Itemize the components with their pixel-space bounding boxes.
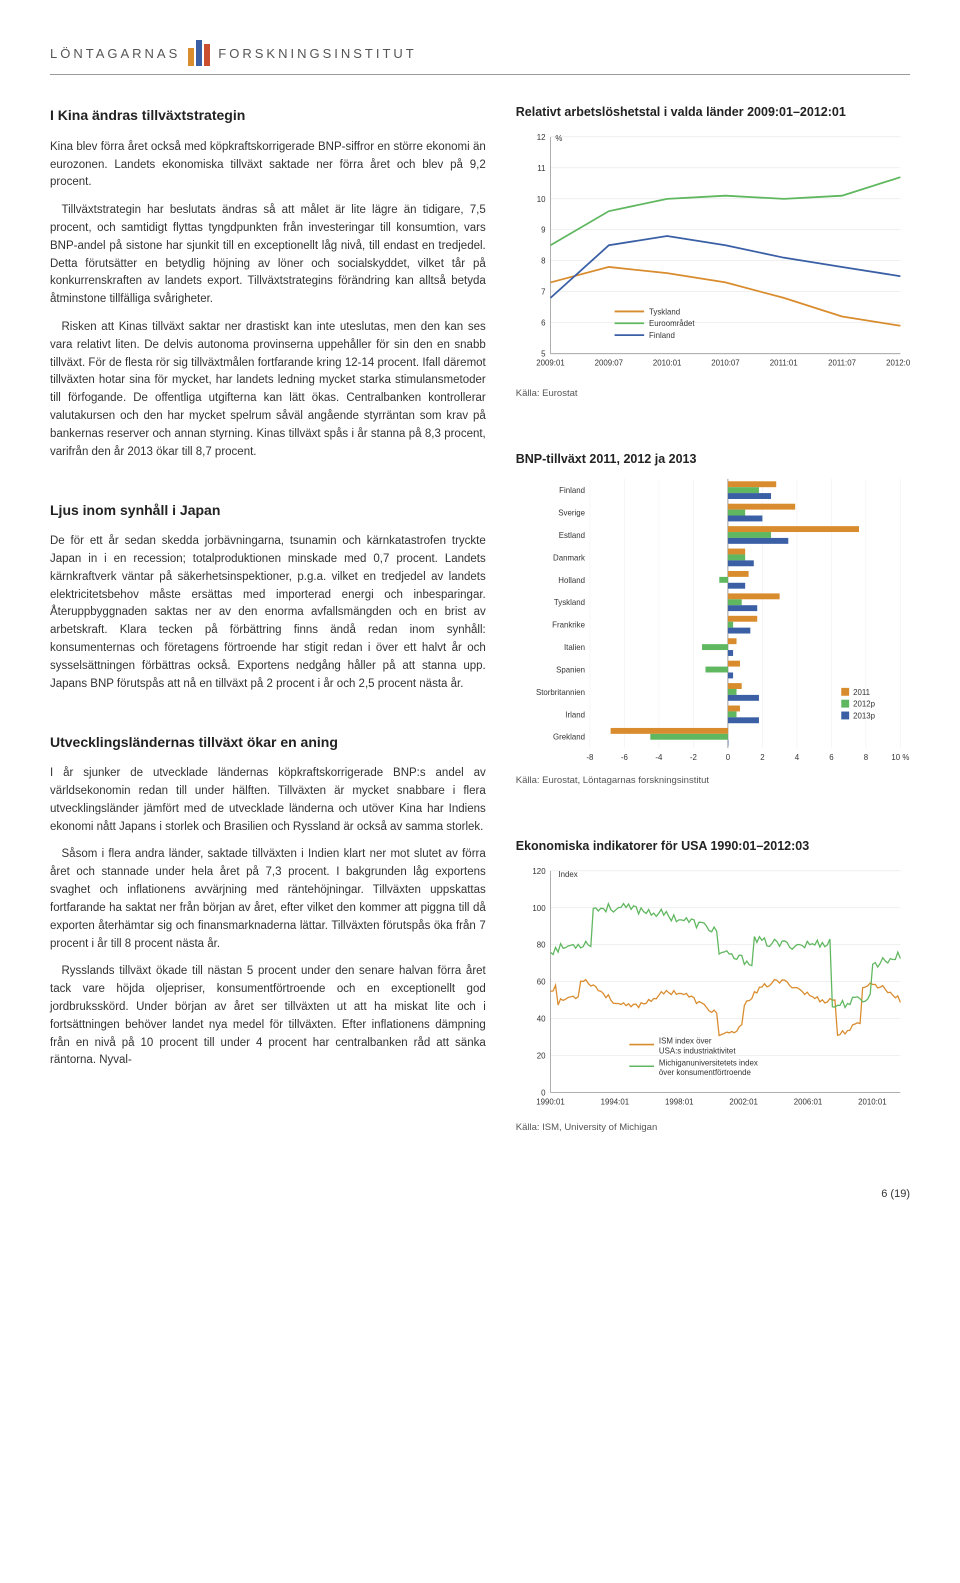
svg-text:2010:07: 2010:07 [711, 359, 739, 368]
svg-text:20: 20 [537, 1052, 546, 1061]
svg-text:Index: Index [558, 870, 577, 879]
svg-text:Holland: Holland [558, 576, 585, 585]
svg-text:2: 2 [760, 753, 764, 762]
svg-text:80: 80 [537, 941, 546, 950]
svg-text:Estland: Estland [558, 531, 584, 540]
chart1-svg: 5 6 7 8 9 10 11 12% 2009:01 2009:07 2010:01 2010:07… [516, 127, 910, 383]
page-header: LÖNTAGARNAS FORSKNINGSINSTITUT [50, 40, 910, 75]
section3-p2: Såsom i flera andra länder, saktade till… [50, 846, 486, 953]
svg-text:1990:01: 1990:01 [536, 1097, 564, 1106]
svg-text:1998:01: 1998:01 [665, 1097, 693, 1106]
chart1-container: Relativt arbetslöshetstal i valda länder… [516, 105, 910, 399]
svg-text:2006:01: 2006:01 [794, 1097, 822, 1106]
svg-text:%: % [555, 134, 562, 143]
chart1-title: Relativt arbetslöshetstal i valda länder… [516, 105, 910, 119]
svg-text:Tyskland: Tyskland [649, 307, 680, 316]
svg-text:-6: -6 [621, 753, 629, 762]
svg-text:Grekland: Grekland [553, 733, 585, 742]
svg-text:över konsumentförtroende: över konsumentförtroende [659, 1068, 752, 1077]
svg-text:2012:01: 2012:01 [886, 359, 910, 368]
svg-text:11: 11 [537, 164, 545, 173]
svg-text:2011:07: 2011:07 [828, 359, 856, 368]
svg-text:2009:07: 2009:07 [594, 359, 622, 368]
svg-text:Finland: Finland [649, 331, 675, 340]
chart3-title: Ekonomiska indikatorer för USA 1990:01–2… [516, 839, 910, 853]
svg-text:Michiganuniversitetets index: Michiganuniversitetets index [659, 1058, 758, 1067]
header-left: LÖNTAGARNAS [50, 46, 180, 61]
chart1-source: Källa: Eurostat [516, 388, 910, 399]
svg-text:10 %: 10 % [891, 753, 909, 762]
svg-text:2013p: 2013p [853, 712, 876, 721]
svg-text:-4: -4 [655, 753, 663, 762]
section3-title: Utvecklingsländernas tillväxt ökar en an… [50, 732, 486, 754]
svg-text:2011: 2011 [853, 688, 870, 697]
section2-title: Ljus inom synhåll i Japan [50, 500, 486, 522]
page-number: 6 (19) [50, 1188, 910, 1200]
svg-text:7: 7 [541, 288, 545, 297]
section1-title: I Kina ändras tillväxtstrategin [50, 105, 486, 127]
svg-text:8: 8 [541, 257, 546, 266]
svg-text:120: 120 [532, 867, 546, 876]
svg-text:4: 4 [794, 753, 799, 762]
svg-text:Tyskland: Tyskland [554, 598, 585, 607]
svg-text:Euroområdet: Euroområdet [649, 319, 695, 328]
chart2-svg: -8 -6 -4 -2 0 2 4 6 8 10 % Finland Sverige Estland Da… [516, 474, 910, 770]
svg-text:100: 100 [532, 904, 546, 913]
section3-p3: Rysslands tillväxt ökade till nästan 5 p… [50, 963, 486, 1070]
svg-text:2009:01: 2009:01 [536, 359, 564, 368]
svg-text:10: 10 [537, 195, 546, 204]
logo-icon [188, 40, 210, 66]
svg-text:40: 40 [537, 1015, 546, 1024]
svg-text:Spanien: Spanien [556, 666, 585, 675]
svg-text:Frankrike: Frankrike [552, 621, 585, 630]
svg-text:Sverige: Sverige [558, 509, 585, 518]
svg-text:2010:01: 2010:01 [858, 1097, 886, 1106]
svg-text:1994:01: 1994:01 [600, 1097, 628, 1106]
chart3-svg: 0 20 40 60 80 100 120 Index 1990:01 1994:01 1998:0… [516, 861, 910, 1117]
chart2-title: BNP-tillväxt 2011, 2012 ja 2013 [516, 452, 910, 466]
svg-text:-8: -8 [586, 753, 594, 762]
svg-text:USA:s industriaktivitet: USA:s industriaktivitet [659, 1046, 736, 1055]
svg-text:6: 6 [829, 753, 834, 762]
svg-text:0: 0 [725, 753, 730, 762]
svg-text:2011:01: 2011:01 [770, 359, 798, 368]
section1-p1: Kina blev förra året också med köpkrafts… [50, 139, 486, 192]
svg-text:60: 60 [537, 978, 546, 987]
svg-text:Danmark: Danmark [553, 554, 585, 563]
section1-p3: Risken att Kinas tillväxt saktar ner dra… [50, 319, 486, 462]
svg-text:2010:01: 2010:01 [653, 359, 681, 368]
svg-text:ISM index över: ISM index över [659, 1037, 712, 1046]
svg-text:6: 6 [541, 319, 546, 328]
svg-text:Finland: Finland [559, 486, 585, 495]
chart2-source: Källa: Eurostat, Löntagarnas forskningsi… [516, 775, 910, 786]
svg-text:Irland: Irland [565, 711, 585, 720]
svg-text:-2: -2 [690, 753, 697, 762]
svg-text:8: 8 [863, 753, 868, 762]
header-right: FORSKNINGSINSTITUT [218, 46, 416, 61]
svg-text:0: 0 [541, 1089, 546, 1098]
left-column: I Kina ändras tillväxtstrategin Kina ble… [50, 105, 486, 1158]
chart3-container: Ekonomiska indikatorer för USA 1990:01–2… [516, 839, 910, 1133]
section3-p1: I år sjunker de utvecklade ländernas köp… [50, 765, 486, 836]
svg-text:12: 12 [537, 133, 546, 142]
section2-p1: De för ett år sedan skedda jorbävningarn… [50, 533, 486, 693]
right-column: Relativt arbetslöshetstal i valda länder… [516, 105, 910, 1158]
svg-text:2002:01: 2002:01 [729, 1097, 757, 1106]
svg-text:Italien: Italien [564, 643, 585, 652]
chart3-source: Källa: ISM, University of Michigan [516, 1122, 910, 1133]
section1-p2: Tillväxtstrategin har beslutats ändras s… [50, 202, 486, 309]
svg-text:5: 5 [541, 350, 546, 359]
chart2-container: BNP-tillväxt 2011, 2012 ja 2013 -8 -6 -4 -2… [516, 452, 910, 786]
svg-text:2012p: 2012p [853, 700, 876, 709]
svg-text:9: 9 [541, 226, 545, 235]
svg-text:Storbritannien: Storbritannien [536, 688, 585, 697]
